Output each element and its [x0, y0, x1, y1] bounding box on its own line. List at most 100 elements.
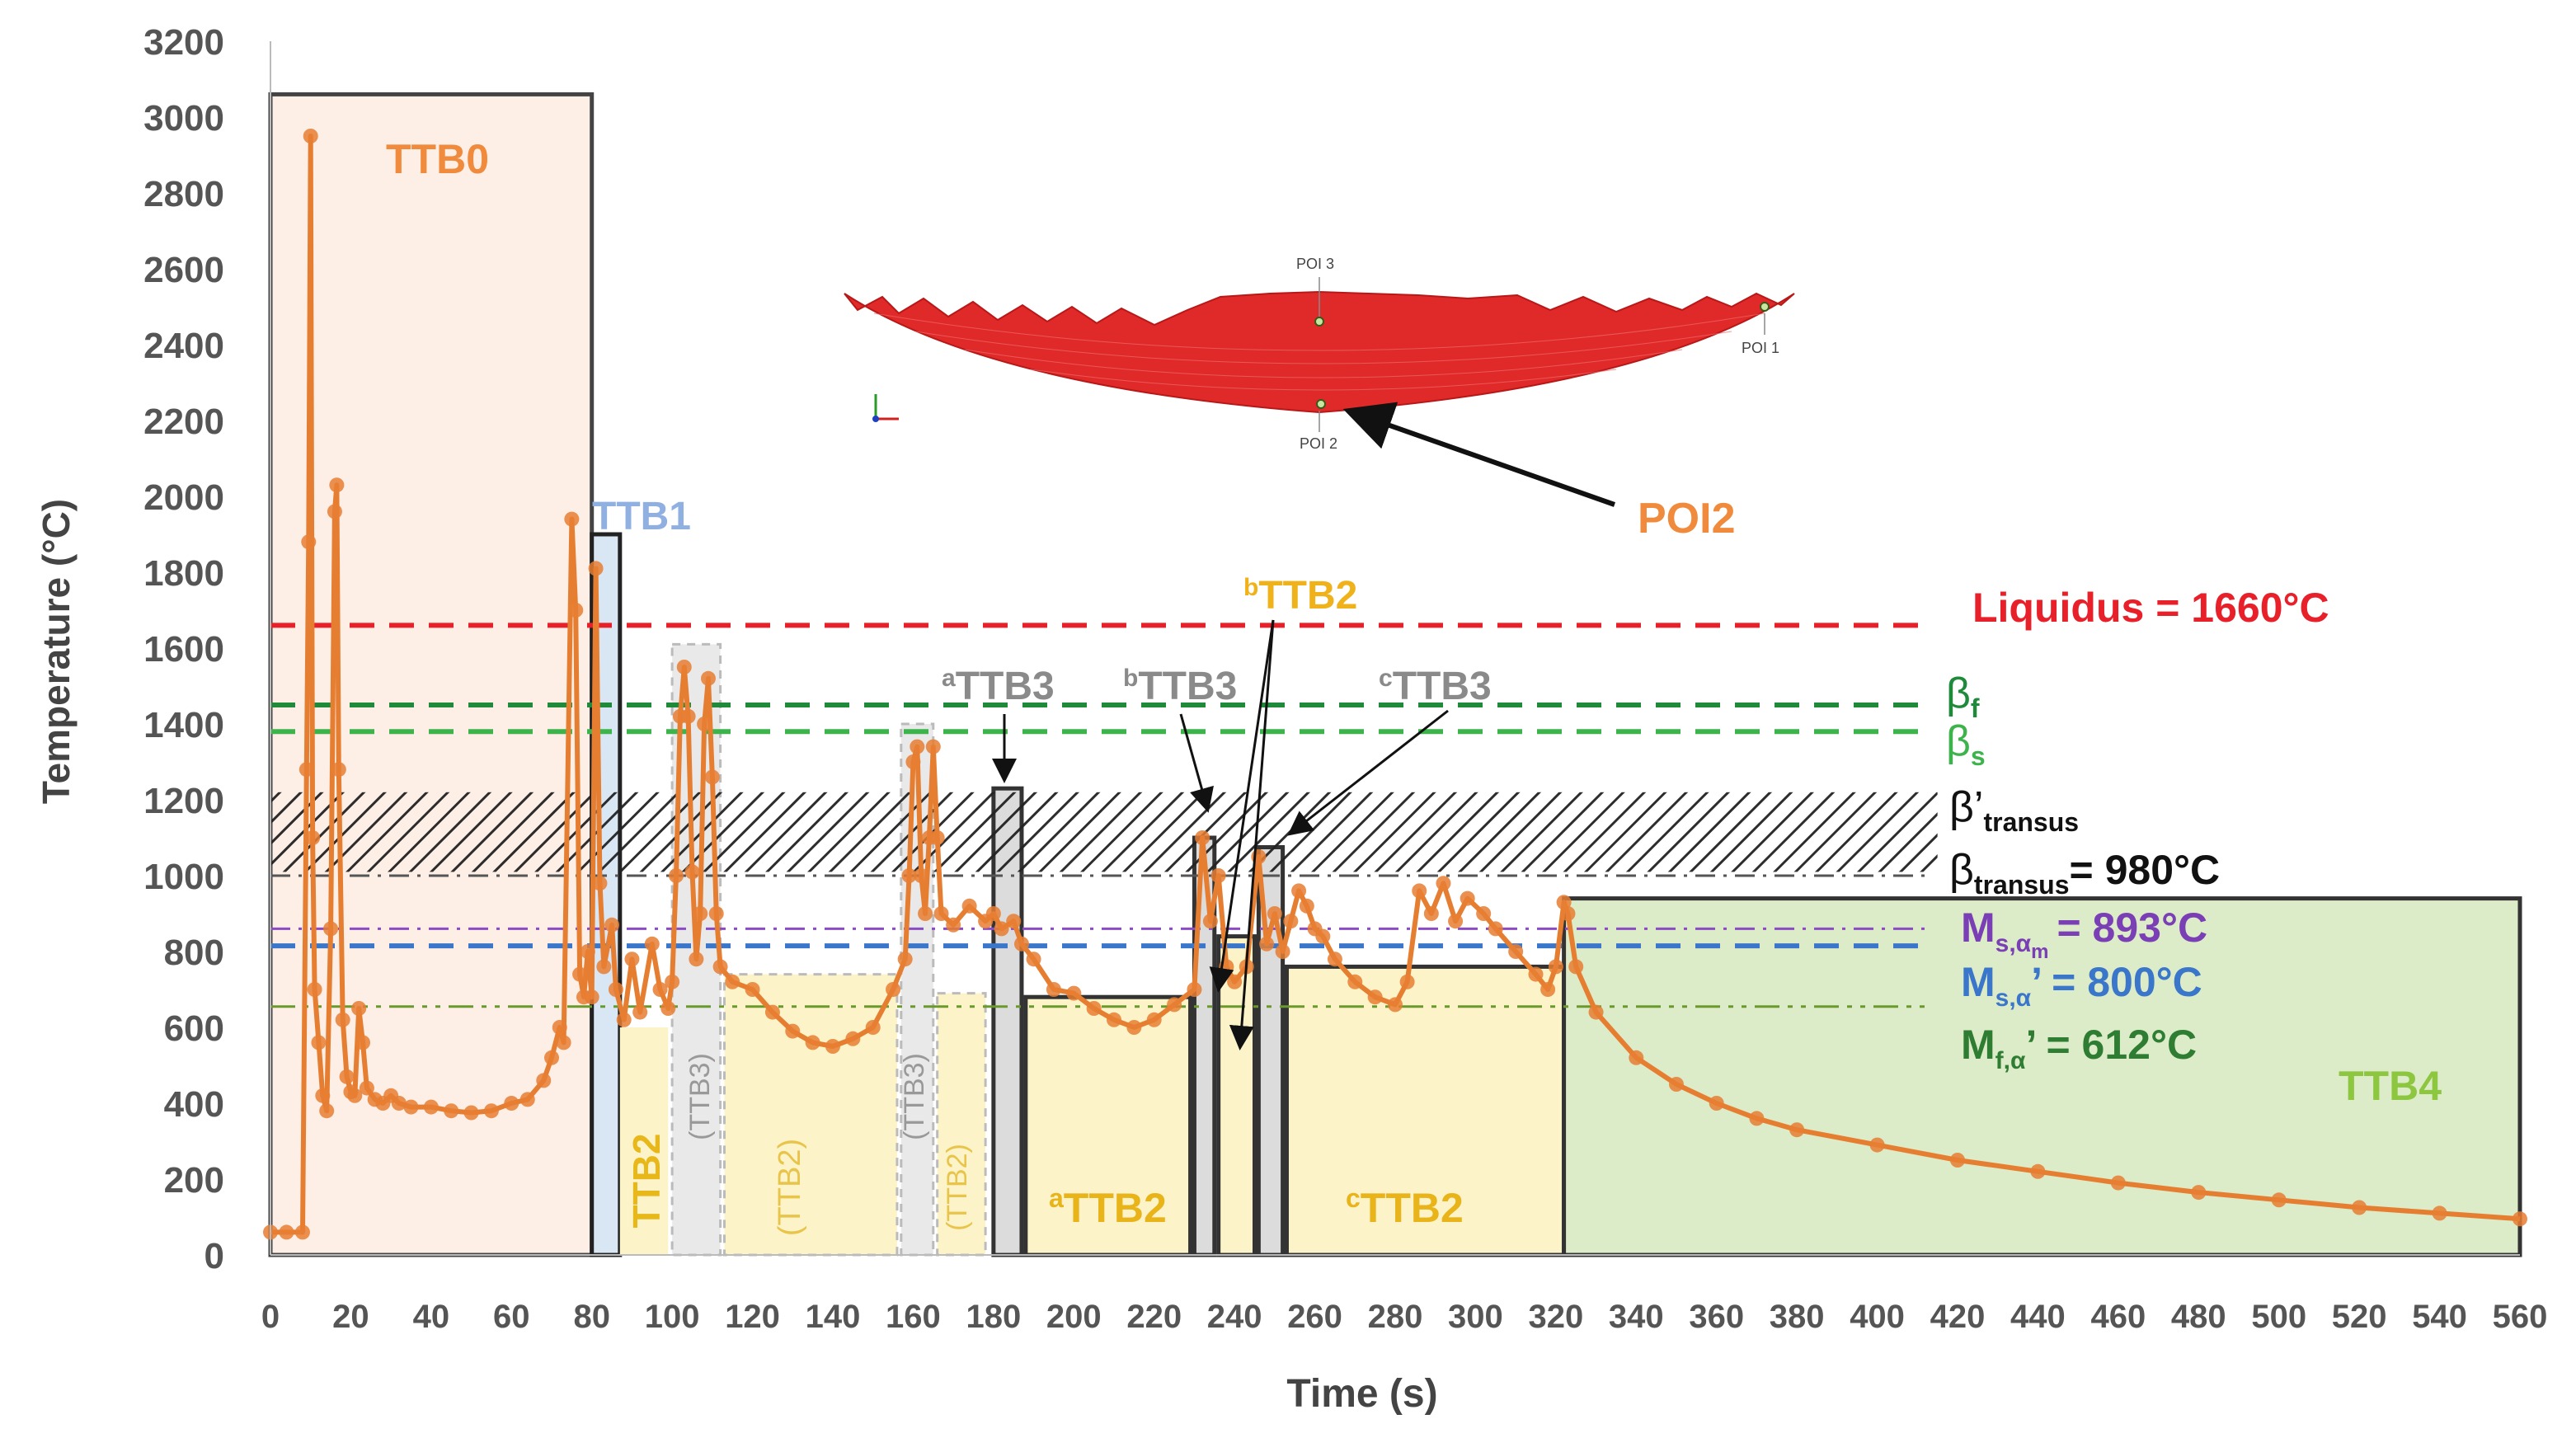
series-point-41 — [580, 944, 595, 959]
label-c-ttb2-main: TTB2 — [1361, 1185, 1464, 1231]
series-point-33 — [536, 1073, 552, 1088]
series-point-11 — [323, 921, 339, 937]
series-point-63 — [700, 670, 716, 686]
x-tick-560: 560 — [2493, 1299, 2548, 1335]
series-point-68 — [745, 982, 760, 997]
label-beta-f: βf — [1946, 670, 1980, 723]
beta-prime-transus-band — [270, 792, 1938, 872]
series-point-121 — [1399, 974, 1415, 989]
x-tick-420: 420 — [1930, 1299, 1986, 1335]
inset-axis-triad — [872, 394, 899, 422]
label-ttb1: TTB1 — [592, 495, 691, 538]
series-point-7 — [307, 982, 322, 997]
x-tick-200: 200 — [1046, 1299, 1102, 1335]
x-tick-460: 460 — [2090, 1299, 2146, 1335]
axes: 0200400600800100012001400160018002000220… — [143, 22, 2547, 1335]
label-c-ttb3-sup: c — [1379, 665, 1393, 692]
series-point-94 — [1046, 982, 1061, 997]
poi1-marker — [1760, 302, 1770, 312]
series-point-103 — [1202, 914, 1218, 929]
y-tick-1200: 1200 — [143, 781, 224, 821]
x-tick-360: 360 — [1689, 1299, 1744, 1335]
series-point-25 — [391, 1096, 407, 1111]
series-point-147 — [2271, 1192, 2287, 1208]
label-b-ttb2-main: TTB2 — [1258, 574, 1357, 618]
series-point-79 — [910, 739, 925, 754]
series-point-74 — [865, 1020, 881, 1035]
x-tick-340: 340 — [1609, 1299, 1664, 1335]
series-point-85 — [933, 906, 949, 921]
series-point-71 — [805, 1035, 820, 1050]
series-point-39 — [572, 966, 588, 982]
series-point-3 — [298, 762, 314, 778]
arrow-b-ttb3 — [1179, 713, 1214, 813]
series-point-135 — [1568, 959, 1584, 975]
label-a-ttb3-main: TTB3 — [956, 665, 1055, 708]
x-tick-0: 0 — [261, 1299, 280, 1335]
poi3-marker — [1314, 317, 1324, 327]
label-mf-a-sub: f,α — [1995, 1047, 2026, 1074]
label-a-ttb3: aTTB3 — [942, 665, 1055, 708]
x-tick-100: 100 — [645, 1299, 700, 1335]
inset-mesh-grid — [873, 313, 1765, 391]
x-tick-180: 180 — [966, 1299, 1021, 1335]
series-point-59 — [684, 864, 700, 880]
series-point-111 — [1275, 944, 1290, 959]
temperature-series — [263, 129, 2527, 1240]
series-point-16 — [339, 1069, 355, 1084]
label-mf-a-main: M — [1961, 1022, 1995, 1068]
x-tick-500: 500 — [2251, 1299, 2306, 1335]
series-point-83 — [925, 739, 941, 754]
label-beta-transus: βtransus= 980°C — [1949, 846, 2220, 900]
poi3-label-text: POI 3 — [1296, 256, 1334, 272]
series-point-134 — [1560, 906, 1576, 921]
y-tick-200: 200 — [164, 1160, 224, 1201]
label-ttb2-first: TTB2 — [625, 1134, 668, 1229]
series-point-122 — [1412, 883, 1427, 899]
series-point-20 — [355, 1035, 371, 1050]
series-point-143 — [1950, 1153, 1965, 1168]
series-point-36 — [556, 1035, 571, 1050]
series-point-104 — [1210, 868, 1226, 883]
series-point-58 — [680, 708, 696, 724]
series-point-55 — [669, 868, 684, 883]
y-tick-1600: 1600 — [143, 629, 224, 670]
series-point-64 — [704, 769, 720, 785]
x-tick-80: 80 — [573, 1299, 610, 1335]
poi2-pointer-label: POI2 — [1638, 495, 1736, 543]
series-point-57 — [676, 660, 692, 674]
series-point-113 — [1291, 883, 1307, 899]
label-ms-am-value: = 893°C — [2057, 905, 2207, 951]
label-b-ttb3-main: TTB3 — [1138, 665, 1237, 708]
series-point-138 — [1669, 1077, 1684, 1092]
label-beta-prime-transus: β’transus — [1949, 783, 2079, 837]
series-point-119 — [1367, 989, 1383, 1005]
series-point-34 — [544, 1050, 559, 1065]
series-point-148 — [2352, 1200, 2367, 1215]
y-tick-2600: 2600 — [143, 250, 224, 290]
series-point-66 — [712, 959, 728, 975]
series-point-144 — [2030, 1163, 2046, 1179]
x-tick-520: 520 — [2332, 1299, 2387, 1335]
series-point-69 — [764, 1004, 780, 1020]
series-point-45 — [596, 959, 612, 975]
series-point-32 — [519, 1092, 535, 1107]
y-tick-2200: 2200 — [143, 402, 224, 442]
series-point-67 — [725, 974, 740, 989]
series-point-112 — [1283, 914, 1299, 929]
region-box-13 — [1562, 896, 2522, 1257]
series-point-139 — [1709, 1096, 1724, 1111]
series-point-127 — [1476, 906, 1492, 921]
label-a-ttb2-sup: a — [1049, 1183, 1064, 1213]
x-tick-380: 380 — [1770, 1299, 1825, 1335]
y-tick-3200: 3200 — [143, 22, 224, 63]
y-tick-2400: 2400 — [143, 326, 224, 366]
series-point-78 — [905, 754, 921, 769]
label-a-ttb2-main: TTB2 — [1064, 1185, 1167, 1231]
series-point-114 — [1299, 898, 1314, 914]
label-ms-am-main: M — [1961, 905, 1995, 951]
region-box-6 — [936, 992, 987, 1257]
poi1-label: POI 1 — [1742, 340, 1779, 356]
series-point-46 — [604, 917, 620, 933]
region-box-8 — [1023, 994, 1193, 1257]
